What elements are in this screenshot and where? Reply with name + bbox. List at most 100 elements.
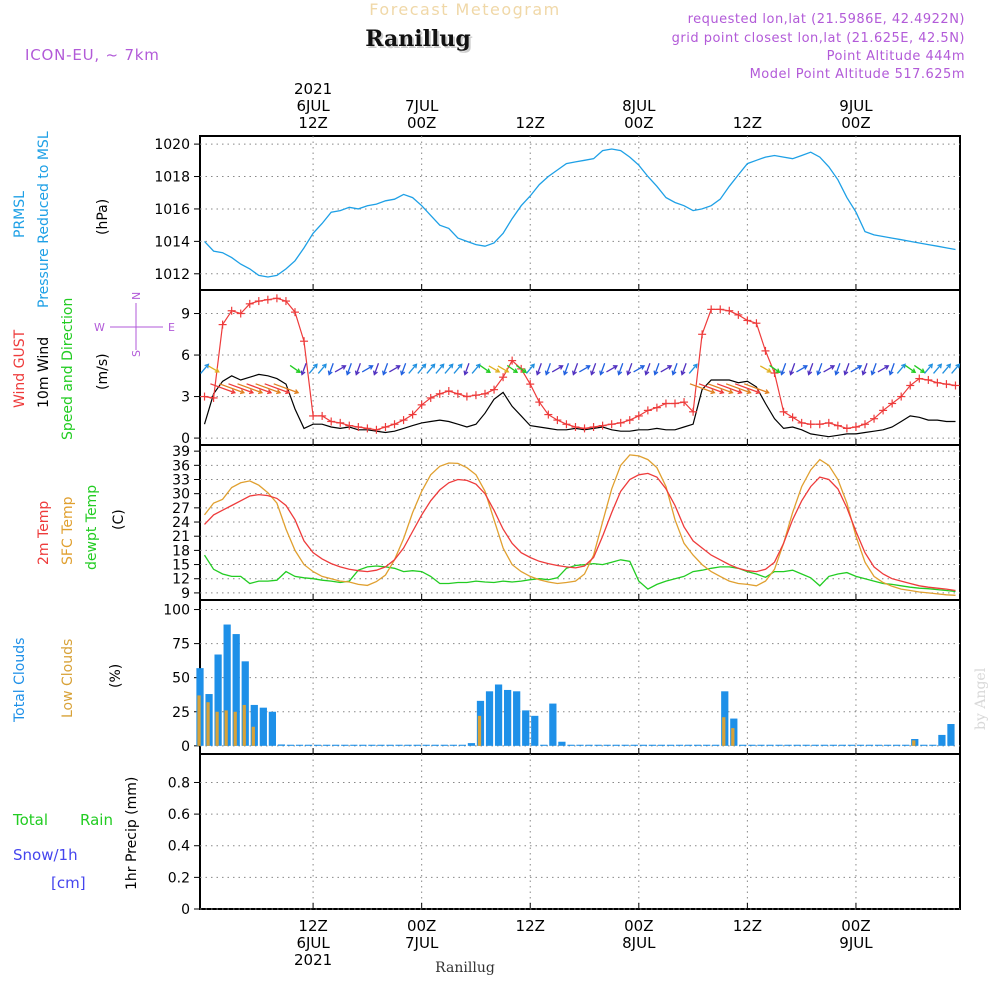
clouds-label-total: Total Clouds [12, 638, 28, 723]
wind-arrow [904, 364, 916, 373]
total-clouds-bar [540, 744, 548, 746]
wind-arrow [355, 363, 361, 375]
wind-arrow [698, 383, 724, 394]
wind-speed-line [203, 373, 956, 438]
wind-arrow-head [955, 363, 961, 369]
total-clouds-bar [467, 743, 476, 746]
wind-arrow-head [857, 365, 863, 370]
y-tick-label: 30 [172, 487, 190, 503]
wind-arrow-head [372, 370, 378, 376]
pressure-line [204, 148, 956, 278]
wind-arrow [835, 363, 841, 375]
wind-arrow [579, 365, 591, 373]
wind-arrow-head [562, 370, 568, 376]
wind-arrow-head [920, 368, 926, 374]
wind-arrow-head [585, 365, 591, 370]
grid-coords: grid point closest lon,lat (21.625E, 42.… [672, 31, 965, 46]
total-clouds-bar [494, 684, 503, 746]
point-altitude: Point Altitude 444m [827, 49, 965, 64]
bottom-time-label: 12Z [516, 917, 545, 935]
y-tick-label: 0.4 [168, 839, 190, 855]
wind-arrow-head [775, 368, 781, 374]
total-clouds-bar [856, 744, 865, 746]
wind-label-gust: Wind GUST [12, 329, 28, 408]
precip-labels: Total Rain Snow/1h [cm] 1hr Precip (mm) [12, 777, 140, 892]
wind-arrow [951, 363, 960, 374]
wind-arrow-head [789, 370, 795, 376]
total-clouds-bar [558, 741, 566, 746]
wind-arrow [471, 363, 481, 374]
wind-arrow-head [382, 370, 387, 376]
wind-arrow [796, 365, 808, 373]
wind-arrow-head [644, 370, 650, 376]
wind-arrow-head [680, 370, 686, 376]
total-clouds-bar [874, 744, 883, 746]
wind-arrow [317, 363, 327, 374]
total-clouds-bar [902, 744, 910, 746]
wind-arrow-head [341, 365, 347, 370]
wind-arrow [627, 363, 633, 375]
total-clouds-bar [893, 744, 901, 746]
wind-arrow-head [495, 368, 501, 373]
total-clouds-bar [757, 744, 765, 746]
total-clouds-bar [268, 711, 276, 746]
wind-arrow [923, 363, 933, 374]
wind-arrow [759, 365, 771, 373]
wind-arrow [389, 365, 401, 373]
total-clouds-bar [684, 744, 693, 746]
wind-arrow-head [430, 363, 436, 369]
wind-arrow-head [400, 370, 406, 376]
low-clouds-bar [242, 704, 246, 746]
low-clouds-bar [731, 728, 735, 746]
wind-arrow [654, 363, 660, 375]
wind-arrow-head [780, 370, 786, 376]
requested-coords: requested lon,lat (21.5986E, 42.4922N) [688, 12, 965, 27]
top-time-label: 7JUL [405, 97, 439, 115]
wind-arrow-head [911, 368, 917, 374]
y-tick-label: 50 [172, 671, 190, 687]
total-clouds-bar [567, 744, 575, 746]
wind-arrow [289, 364, 301, 373]
footer-location: Ranillug [435, 960, 495, 976]
wind-arrow-head [728, 389, 734, 395]
wind-arrow [497, 365, 509, 373]
wind-arrow [707, 383, 733, 394]
wind-arrow-head [764, 389, 770, 395]
wind-arrow-head [412, 363, 418, 369]
wind-arrow-head [513, 368, 519, 374]
wind-arrow-head [861, 370, 867, 376]
wind-arrow [515, 364, 527, 373]
wind-arrow-head [522, 368, 528, 374]
total-clouds-bar [612, 744, 620, 746]
wind-arrow [200, 363, 209, 374]
wind-arrow [606, 365, 618, 373]
top-time-label: 2021 [294, 80, 332, 98]
wind-arrow [479, 364, 491, 373]
wind-arrow-head [457, 363, 463, 369]
total-clouds-bar [694, 744, 702, 746]
wind-arrow [645, 363, 651, 375]
wind-arrow [660, 365, 672, 373]
wind-arrow-head [599, 370, 605, 376]
wind-arrow-head [884, 365, 890, 370]
total-clouds-bar [250, 704, 258, 746]
wind-arrow [716, 383, 742, 394]
low-clouds-bar [224, 710, 228, 746]
total-clouds-bar [485, 691, 494, 746]
low-clouds-bar [206, 702, 210, 746]
wind-arrow [743, 383, 769, 394]
wind-arrow-head [204, 363, 210, 369]
wind-arrow [545, 363, 551, 375]
wind-arrow [877, 365, 889, 373]
wind-arrow [228, 383, 254, 394]
panel-frame [199, 135, 961, 291]
total-clouds-bar [377, 744, 385, 746]
wind-arrow [301, 363, 307, 375]
total-clouds-bar [395, 744, 403, 746]
wind-arrow-head [448, 363, 454, 369]
y-tick-label: 0 [181, 902, 190, 918]
total-clouds-bar [323, 744, 331, 746]
wind-arrow-head [294, 389, 300, 395]
bottom-time-label: 8JUL [622, 934, 656, 952]
